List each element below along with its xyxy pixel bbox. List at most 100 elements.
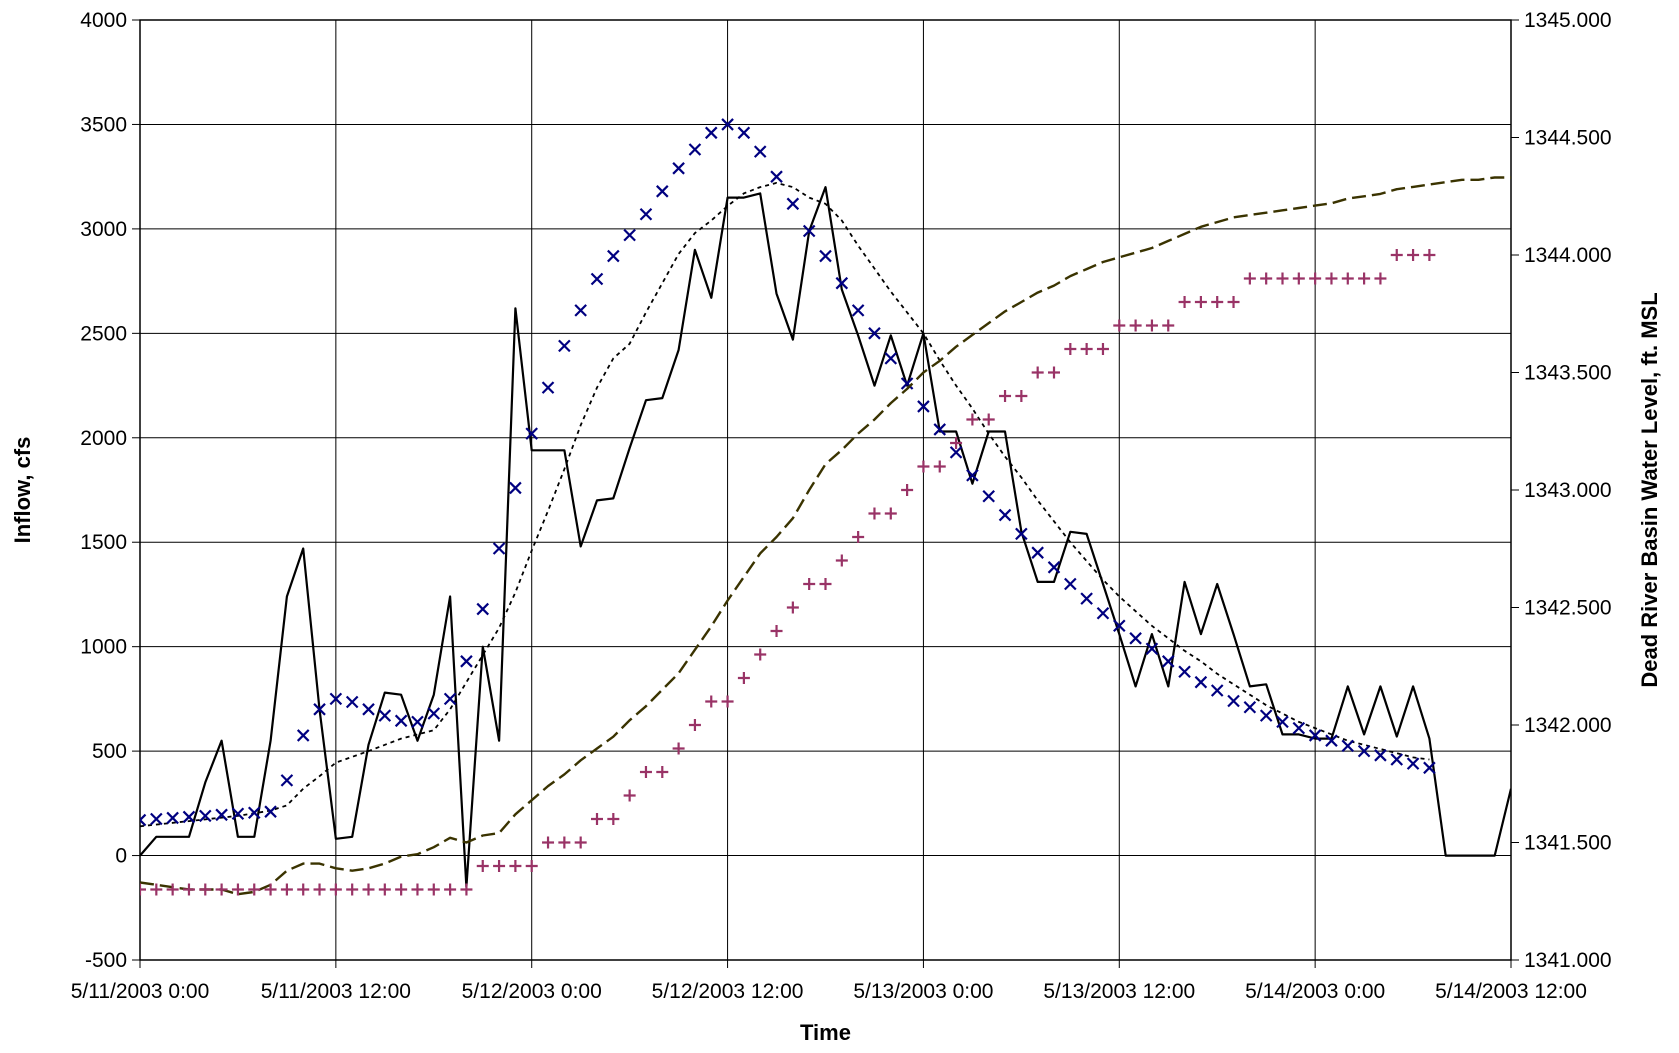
- y-tick-label: 3000: [80, 218, 127, 241]
- cross-marker: [770, 170, 783, 183]
- plus-marker: [346, 883, 359, 896]
- cross-marker: [1259, 709, 1273, 722]
- cross-marker: [1243, 700, 1257, 714]
- cross-marker: [1096, 606, 1110, 620]
- plus-marker: [1276, 272, 1289, 285]
- cross-marker: [329, 692, 343, 706]
- plus-marker: [591, 813, 603, 825]
- cross-marker: [345, 695, 359, 709]
- plus-marker: [607, 813, 620, 825]
- plus-marker: [1260, 272, 1273, 285]
- cross-marker: [1129, 632, 1142, 645]
- plus-marker: [1292, 272, 1305, 285]
- plus-marker: [1309, 272, 1322, 285]
- cross-marker: [1341, 739, 1355, 753]
- plus-marker: [639, 766, 652, 778]
- x-tick-label: 5/13/2003 0:00: [853, 980, 993, 1003]
- plus-marker: [672, 742, 685, 755]
- plus-marker: [1178, 296, 1191, 308]
- cross-marker: [313, 703, 326, 716]
- plus-marker: [901, 484, 914, 496]
- cross-marker: [199, 809, 212, 823]
- series-line-solid: [140, 186, 1511, 888]
- cross-marker: [427, 707, 441, 720]
- plus-marker: [199, 883, 212, 896]
- plus-marker: [917, 460, 930, 473]
- y-axis-title: Inflow, cfs: [10, 437, 35, 544]
- plus-marker: [1227, 296, 1240, 308]
- cross-marker: [688, 143, 702, 156]
- cross-marker: [1292, 721, 1306, 735]
- cross-marker: [558, 339, 571, 353]
- cross-marker: [786, 197, 800, 211]
- cross-marker: [1031, 546, 1044, 559]
- x-tick-label: 5/14/2003 12:00: [1435, 980, 1587, 1003]
- cross-marker: [574, 304, 587, 317]
- plus-marker: [1064, 343, 1077, 355]
- plus-marker: [754, 648, 767, 661]
- y-tick-label: 2000: [80, 427, 127, 450]
- plus-marker: [248, 883, 261, 896]
- plus-marker: [786, 601, 799, 614]
- plus-marker: [966, 413, 979, 426]
- cross-marker: [215, 808, 228, 822]
- plus-marker: [140, 883, 146, 896]
- cross-marker: [1047, 561, 1061, 574]
- cross-marker: [411, 715, 424, 729]
- plus-marker: [1031, 366, 1044, 379]
- cross-marker: [296, 729, 310, 742]
- cross-marker: [1227, 694, 1240, 708]
- plus-marker: [493, 860, 506, 872]
- plus-marker: [150, 883, 163, 896]
- plus-marker: [280, 883, 293, 896]
- y2-tick-label: 1341.000: [1524, 949, 1612, 972]
- plus-marker: [574, 836, 587, 849]
- plus-marker: [231, 883, 244, 896]
- plus-marker: [982, 413, 995, 426]
- y2-tick-label: 1343.500: [1524, 362, 1612, 385]
- plus-marker: [852, 531, 865, 543]
- plus-marker: [525, 860, 538, 872]
- cross-marker: [868, 327, 881, 340]
- cross-marker: [182, 810, 196, 824]
- plus-marker: [1243, 272, 1256, 285]
- y2-tick-label: 1342.500: [1524, 597, 1612, 620]
- x-tick-label: 5/13/2003 12:00: [1043, 980, 1195, 1003]
- plus-marker: [1048, 366, 1060, 379]
- y2-tick-label: 1345.000: [1524, 9, 1612, 32]
- plus-marker: [737, 672, 750, 684]
- plus-marker: [1358, 272, 1371, 285]
- cross-marker: [1064, 577, 1077, 591]
- y2-tick-label: 1344.500: [1524, 127, 1612, 150]
- plus-marker: [770, 625, 783, 637]
- plus-marker: [656, 766, 669, 778]
- cross-marker: [917, 400, 930, 413]
- plus-marker: [215, 883, 228, 896]
- plus-marker: [460, 883, 473, 896]
- x-tick-label: 5/12/2003 0:00: [462, 980, 602, 1003]
- plus-marker: [884, 507, 897, 520]
- cross-marker: [1178, 665, 1191, 679]
- plus-marker: [1390, 249, 1403, 261]
- cross-marker: [492, 542, 506, 555]
- cross-marker: [264, 805, 277, 818]
- y-tick-label: 4000: [80, 9, 127, 32]
- cross-marker: [623, 228, 636, 242]
- cross-marker: [900, 377, 914, 390]
- plus-marker: [542, 836, 555, 849]
- x-tick-label: 5/11/2003 12:00: [261, 980, 411, 1003]
- y-tick-label: 2500: [80, 322, 127, 345]
- cross-marker: [672, 162, 685, 175]
- plus-marker: [688, 719, 701, 731]
- cross-marker: [443, 692, 457, 706]
- cross-marker: [1080, 592, 1093, 605]
- y-tick-label: 3500: [80, 113, 127, 136]
- cross-marker: [509, 481, 522, 495]
- cross-marker: [1423, 761, 1436, 775]
- plus-marker: [166, 883, 179, 896]
- plus-marker: [1080, 343, 1093, 355]
- cross-marker: [1276, 715, 1289, 729]
- cross-marker: [721, 118, 734, 131]
- y-tick-label: 0: [115, 845, 127, 868]
